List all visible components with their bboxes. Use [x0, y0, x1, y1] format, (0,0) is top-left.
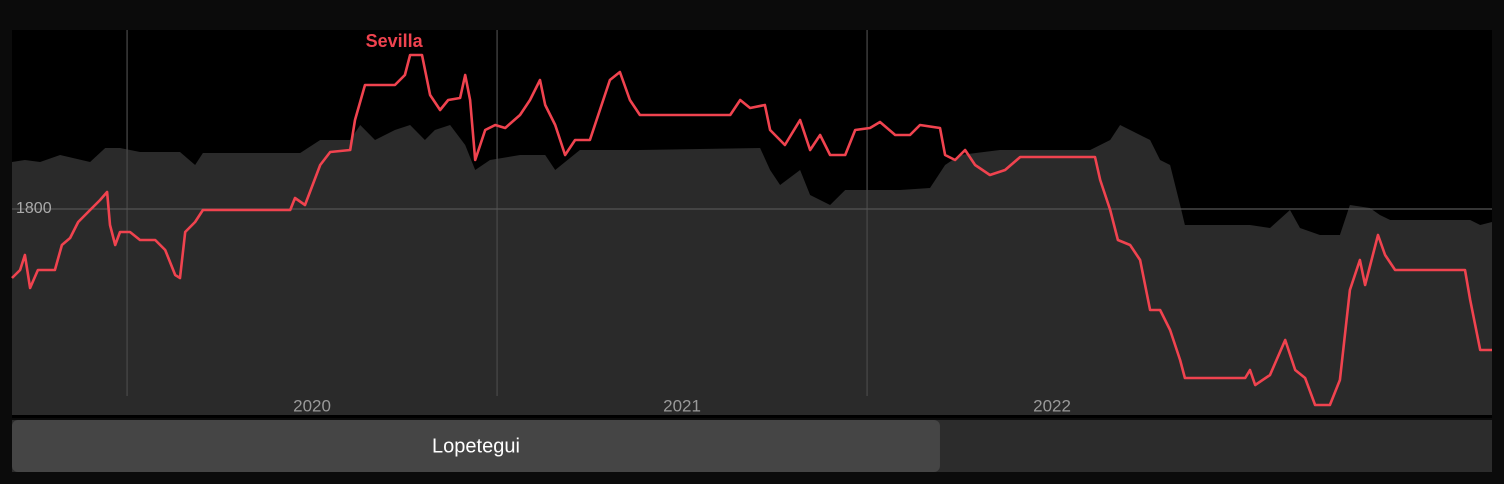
x-tick-label: 2021 [663, 396, 701, 415]
line [11, 53, 1492, 407]
y-tick-label: 1800 [16, 200, 52, 217]
period-bar [12, 420, 940, 472]
x-tick-label: 2022 [1033, 396, 1071, 415]
x-tick-label: 2020 [293, 396, 331, 415]
area [12, 125, 1492, 415]
series-label: Sevilla [366, 31, 424, 51]
line-layer [11, 53, 1492, 407]
text-layer: 1800 2020 2021 2022 Sevilla Lopetegui [12, 31, 1071, 472]
area-layer [12, 125, 1492, 415]
period-label: Lopetegui [432, 435, 520, 457]
